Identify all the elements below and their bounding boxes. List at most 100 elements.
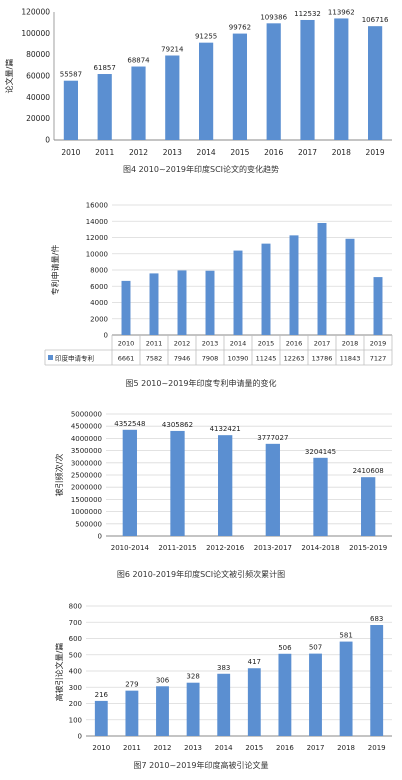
y-tick-label: 600 — [69, 635, 82, 643]
table-value: 7582 — [146, 355, 163, 363]
x-tick-label: 2011 — [95, 148, 114, 157]
y-tick-label: 2000000 — [71, 484, 102, 492]
data-label: 91255 — [195, 33, 217, 41]
x-tick-label: 2019 — [368, 744, 386, 752]
data-label: 279 — [125, 681, 138, 689]
bar — [317, 222, 327, 335]
y-tick-label: 12000 — [86, 234, 108, 242]
bar — [370, 625, 384, 736]
bar — [125, 690, 139, 736]
y-tick-label: 300 — [69, 684, 82, 692]
x-tick-label: 2017 — [298, 148, 317, 157]
table-value: 11843 — [340, 355, 361, 363]
bar — [186, 682, 200, 736]
x-tick-label: 2017 — [307, 744, 325, 752]
x-tick-label: 2017 — [314, 340, 331, 348]
x-tick-label: 2014 — [197, 148, 216, 157]
x-tick-label: 2015 — [230, 148, 249, 157]
bar — [265, 443, 280, 536]
x-tick-label: 2015 — [245, 744, 263, 752]
data-label: 55587 — [60, 71, 82, 79]
data-label: 306 — [156, 676, 170, 684]
data-label: 113962 — [328, 8, 355, 16]
data-label: 2410608 — [353, 467, 384, 475]
table-value: 11245 — [256, 355, 277, 363]
x-tick-label: 2014 — [230, 340, 247, 348]
x-tick-label: 2018 — [332, 148, 351, 157]
x-tick-label: 2013 — [163, 148, 182, 157]
bar — [218, 435, 233, 536]
y-axis-title: 专利申请量/件 — [50, 245, 60, 296]
y-tick-label: 4500000 — [71, 423, 102, 431]
x-tick-label: 2013 — [202, 340, 219, 348]
table-value: 10390 — [228, 355, 249, 363]
data-label: 99762 — [229, 24, 251, 32]
data-label: 328 — [186, 673, 199, 681]
y-tick-label: 40000 — [26, 93, 50, 102]
y-tick-label: 400 — [69, 668, 82, 676]
y-tick-label: 1000000 — [71, 508, 102, 516]
x-tick-label: 2011-2015 — [158, 544, 196, 552]
data-label: 683 — [370, 615, 383, 623]
x-tick-label: 2016 — [264, 148, 283, 157]
bar — [217, 673, 231, 736]
bar — [278, 653, 292, 736]
x-tick-label: 2019 — [370, 340, 387, 348]
x-tick-label: 2012 — [154, 744, 172, 752]
data-label: 383 — [217, 664, 230, 672]
bar — [233, 250, 243, 335]
bar — [313, 457, 328, 536]
y-tick-label: 3500000 — [71, 447, 102, 455]
x-tick-label: 2018 — [337, 744, 355, 752]
x-tick-label: 2014-2018 — [301, 544, 339, 552]
bar — [309, 653, 322, 736]
bar — [361, 477, 376, 536]
x-tick-label: 2012 — [129, 148, 148, 157]
y-tick-label: 0 — [104, 332, 108, 340]
y-tick-label: 14000 — [86, 218, 108, 226]
x-tick-label: 2016 — [286, 340, 303, 348]
bar — [177, 270, 187, 335]
bar — [121, 280, 131, 335]
x-tick-label: 2011 — [146, 340, 163, 348]
x-tick-label: 2014 — [215, 744, 233, 752]
figure-5-caption: 图5 2010~2019年印度专利申请量的变化 — [125, 379, 277, 388]
bar — [261, 243, 271, 335]
bar — [334, 18, 349, 140]
data-label: 4305862 — [162, 421, 193, 429]
data-label: 4352548 — [114, 420, 145, 428]
y-tick-label: 20000 — [26, 114, 50, 123]
bar — [149, 273, 159, 335]
y-tick-label: 4000000 — [71, 435, 102, 443]
legend-swatch — [48, 355, 53, 360]
sci-papers-chart: 0 20000 40000 60000 80000 100000 120000 论文量/篇 55… — [4, 8, 392, 157]
bar — [199, 42, 214, 141]
x-tick-label: 2010-2014 — [111, 544, 150, 552]
x-tick-label: 2013-2017 — [254, 544, 292, 552]
data-label: 112532 — [294, 10, 321, 18]
patent-applications-chart: 0 2000 4000 6000 8000 10000 12000 14000 16000 专利申… — [44, 202, 393, 366]
data-label: 106716 — [362, 16, 389, 24]
data-label: 4132421 — [210, 425, 241, 433]
bar — [339, 641, 353, 736]
bar — [156, 686, 169, 736]
figure-4-caption: 图4 2010~2019年印度SCI论文的变化趋势 — [122, 165, 280, 174]
x-tick-label: 2013 — [184, 744, 202, 752]
data-label: 3204145 — [305, 448, 336, 456]
citations-chart: 0 500000 1000000 1500000 2000000 2500000 30000… — [54, 411, 392, 552]
x-tick-label: 2010 — [118, 340, 135, 348]
y-tick-label: 0 — [98, 533, 102, 541]
y-tick-label: 6000 — [90, 283, 108, 291]
y-tick-label: 120000 — [21, 8, 50, 17]
y-tick-label: 0 — [45, 136, 50, 145]
y-tick-label: 3000000 — [71, 459, 102, 467]
data-label: 109386 — [260, 13, 287, 21]
x-tick-label: 2018 — [342, 340, 359, 348]
data-label: 3777027 — [257, 434, 288, 442]
bar — [266, 23, 281, 140]
y-tick-label: 60000 — [26, 72, 50, 81]
table-value: 13786 — [312, 355, 333, 363]
bar — [170, 430, 185, 536]
y-tick-label: 100000 — [21, 29, 50, 38]
table-value: 12263 — [284, 355, 305, 363]
